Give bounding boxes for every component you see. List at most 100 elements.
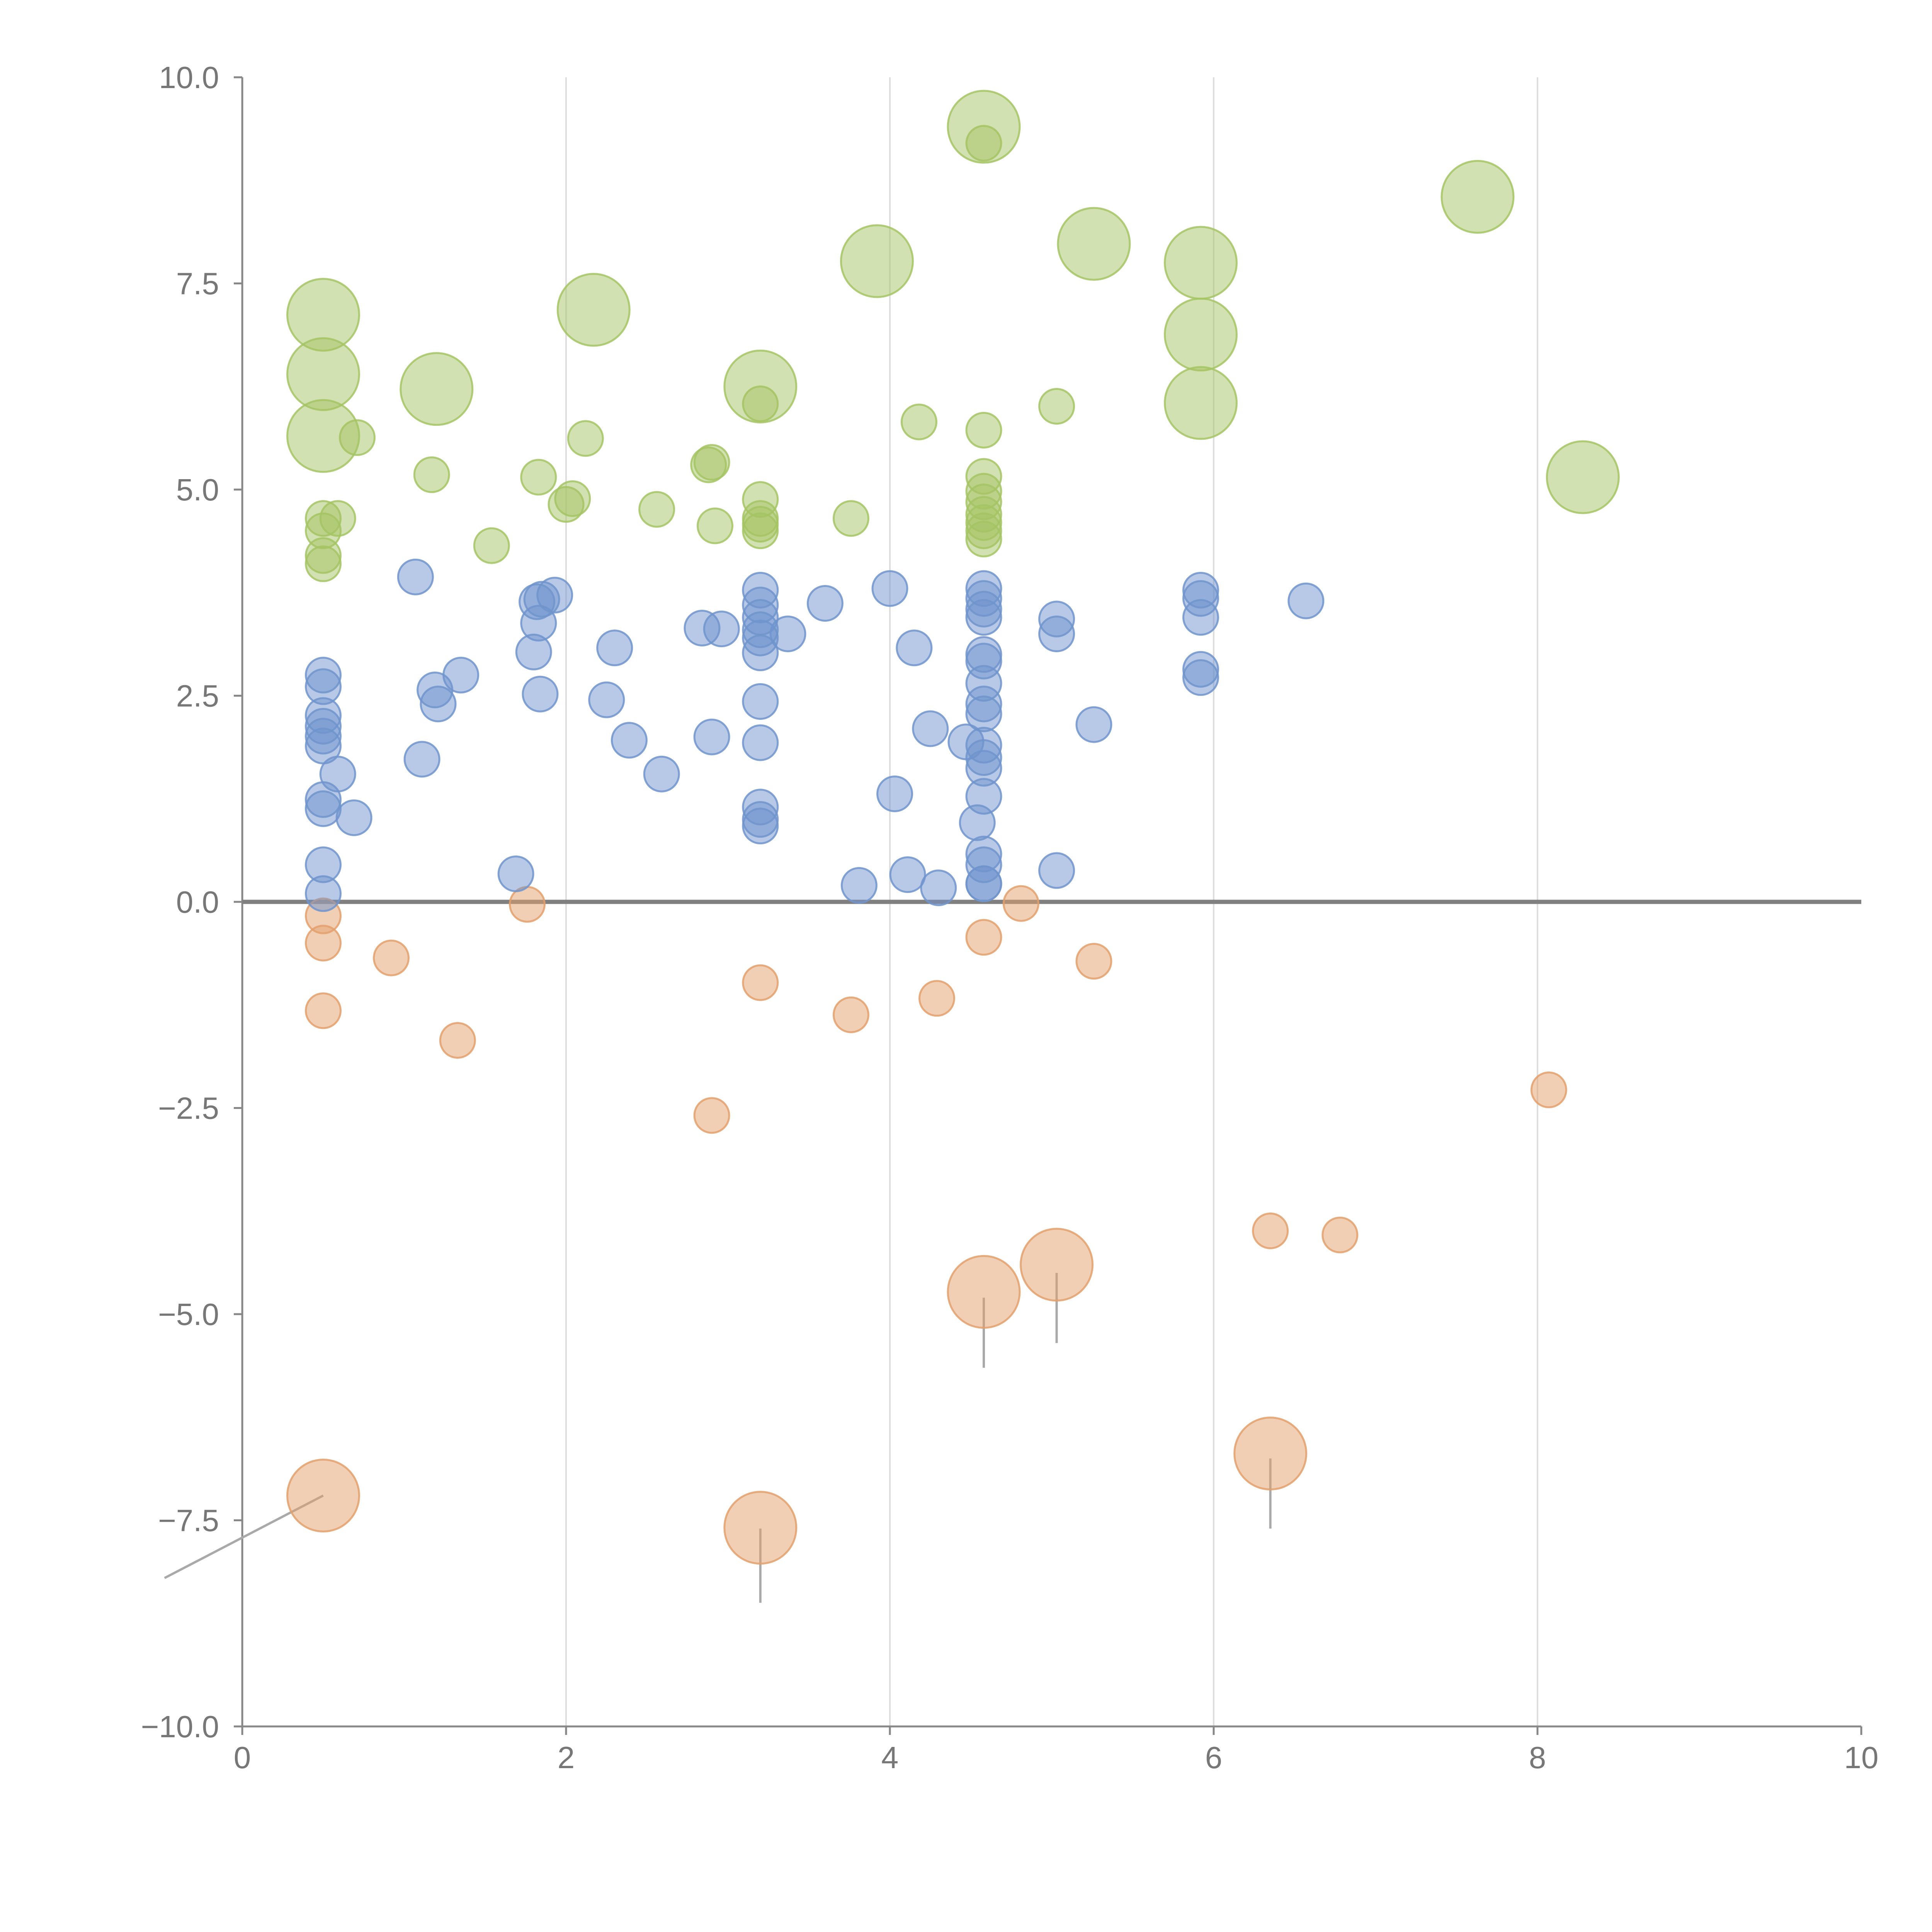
data-point [742, 808, 779, 845]
data-point [1075, 943, 1112, 980]
x-tick-label: 0 [234, 1740, 251, 1775]
data-point [965, 599, 1002, 636]
data-point [900, 403, 937, 440]
data-point [286, 1458, 360, 1532]
data-point [965, 520, 1002, 558]
data-point [596, 629, 633, 667]
y-tick-label: 5.0 [176, 473, 219, 507]
data-point [554, 480, 591, 517]
data-point [840, 867, 878, 904]
data-point [696, 507, 733, 544]
y-tick-label: 7.5 [176, 267, 219, 301]
data-point [965, 778, 1002, 815]
data-point [1038, 388, 1075, 425]
data-point [588, 681, 625, 718]
data-point [896, 629, 933, 667]
data-point [1321, 1216, 1359, 1253]
data-point [703, 611, 740, 648]
data-point [400, 352, 474, 426]
data-point [965, 865, 1002, 902]
data-point [643, 755, 680, 793]
data-point [305, 925, 342, 962]
data-point [965, 695, 1002, 732]
data-point [693, 444, 730, 481]
data-point [965, 412, 1002, 449]
series-negative [286, 885, 1567, 1565]
y-tick-label: 10.0 [159, 60, 219, 95]
data-point [1182, 599, 1219, 636]
data-point [1038, 615, 1075, 652]
data-point [918, 980, 956, 1017]
data-point [889, 856, 926, 893]
data-point [638, 491, 675, 528]
data-point [1163, 298, 1238, 372]
data-point [1163, 366, 1238, 440]
data-point [742, 964, 779, 1001]
data-point [1163, 226, 1238, 300]
y-tick-label: −10.0 [141, 1709, 219, 1744]
data-point [520, 459, 557, 496]
data-point [693, 1097, 730, 1134]
data-point [1075, 706, 1112, 743]
data-point [693, 718, 730, 755]
y-tick-label: −5.0 [158, 1297, 219, 1332]
data-point [832, 500, 869, 537]
data-point [965, 919, 1002, 956]
data-point [871, 570, 908, 607]
data-point [567, 420, 604, 457]
data-point [947, 1255, 1021, 1329]
data-point [1233, 1417, 1308, 1491]
data-point [742, 634, 779, 672]
data-point [413, 456, 450, 493]
y-tick-label: 0.0 [176, 885, 219, 919]
data-point [522, 675, 559, 713]
data-point [319, 500, 356, 537]
data-point [305, 545, 342, 582]
data-point [1252, 1212, 1289, 1249]
data-point [1020, 1228, 1094, 1302]
data-point [611, 722, 648, 759]
data-point [723, 349, 798, 423]
data-point [1002, 885, 1039, 922]
data-point [305, 992, 342, 1029]
data-point [742, 683, 779, 720]
data-point [912, 710, 949, 747]
x-tick-label: 8 [1529, 1740, 1546, 1775]
data-point [509, 886, 546, 923]
y-tick-label: −2.5 [158, 1091, 219, 1126]
data-point [1287, 582, 1325, 619]
data-point [806, 585, 844, 622]
data-point [1546, 440, 1620, 514]
data-point [1530, 1071, 1567, 1109]
x-tick-label: 4 [881, 1740, 899, 1775]
data-point [723, 1491, 798, 1565]
data-point [397, 558, 434, 595]
data-point [742, 724, 779, 761]
x-tick-label: 10 [1844, 1740, 1879, 1775]
data-point [420, 685, 457, 723]
data-point [742, 512, 779, 549]
data-point [832, 996, 869, 1033]
series-positive [286, 90, 1620, 582]
data-point [920, 869, 957, 906]
data-point [1182, 659, 1219, 696]
data-point [319, 755, 356, 793]
tick-labels: 0 2 4 6 8 10 10.0 7.5 5.0 2.5 0.0 −2.5 −5.0 −7.5 −10.0 [141, 60, 1879, 1775]
data-points [286, 90, 1620, 1565]
axes [234, 76, 1862, 1735]
data-point [1057, 207, 1131, 281]
x-tick-label: 6 [1205, 1740, 1223, 1775]
data-point [536, 577, 573, 614]
y-tick-label: 2.5 [176, 679, 219, 713]
data-point [286, 399, 360, 473]
data-point [335, 799, 372, 836]
data-point [305, 875, 342, 912]
data-point [403, 741, 440, 778]
data-point [473, 527, 510, 564]
data-point [876, 775, 913, 812]
leader-lines [164, 1273, 1272, 1603]
data-point [947, 90, 1021, 164]
series-mid [305, 558, 1325, 912]
